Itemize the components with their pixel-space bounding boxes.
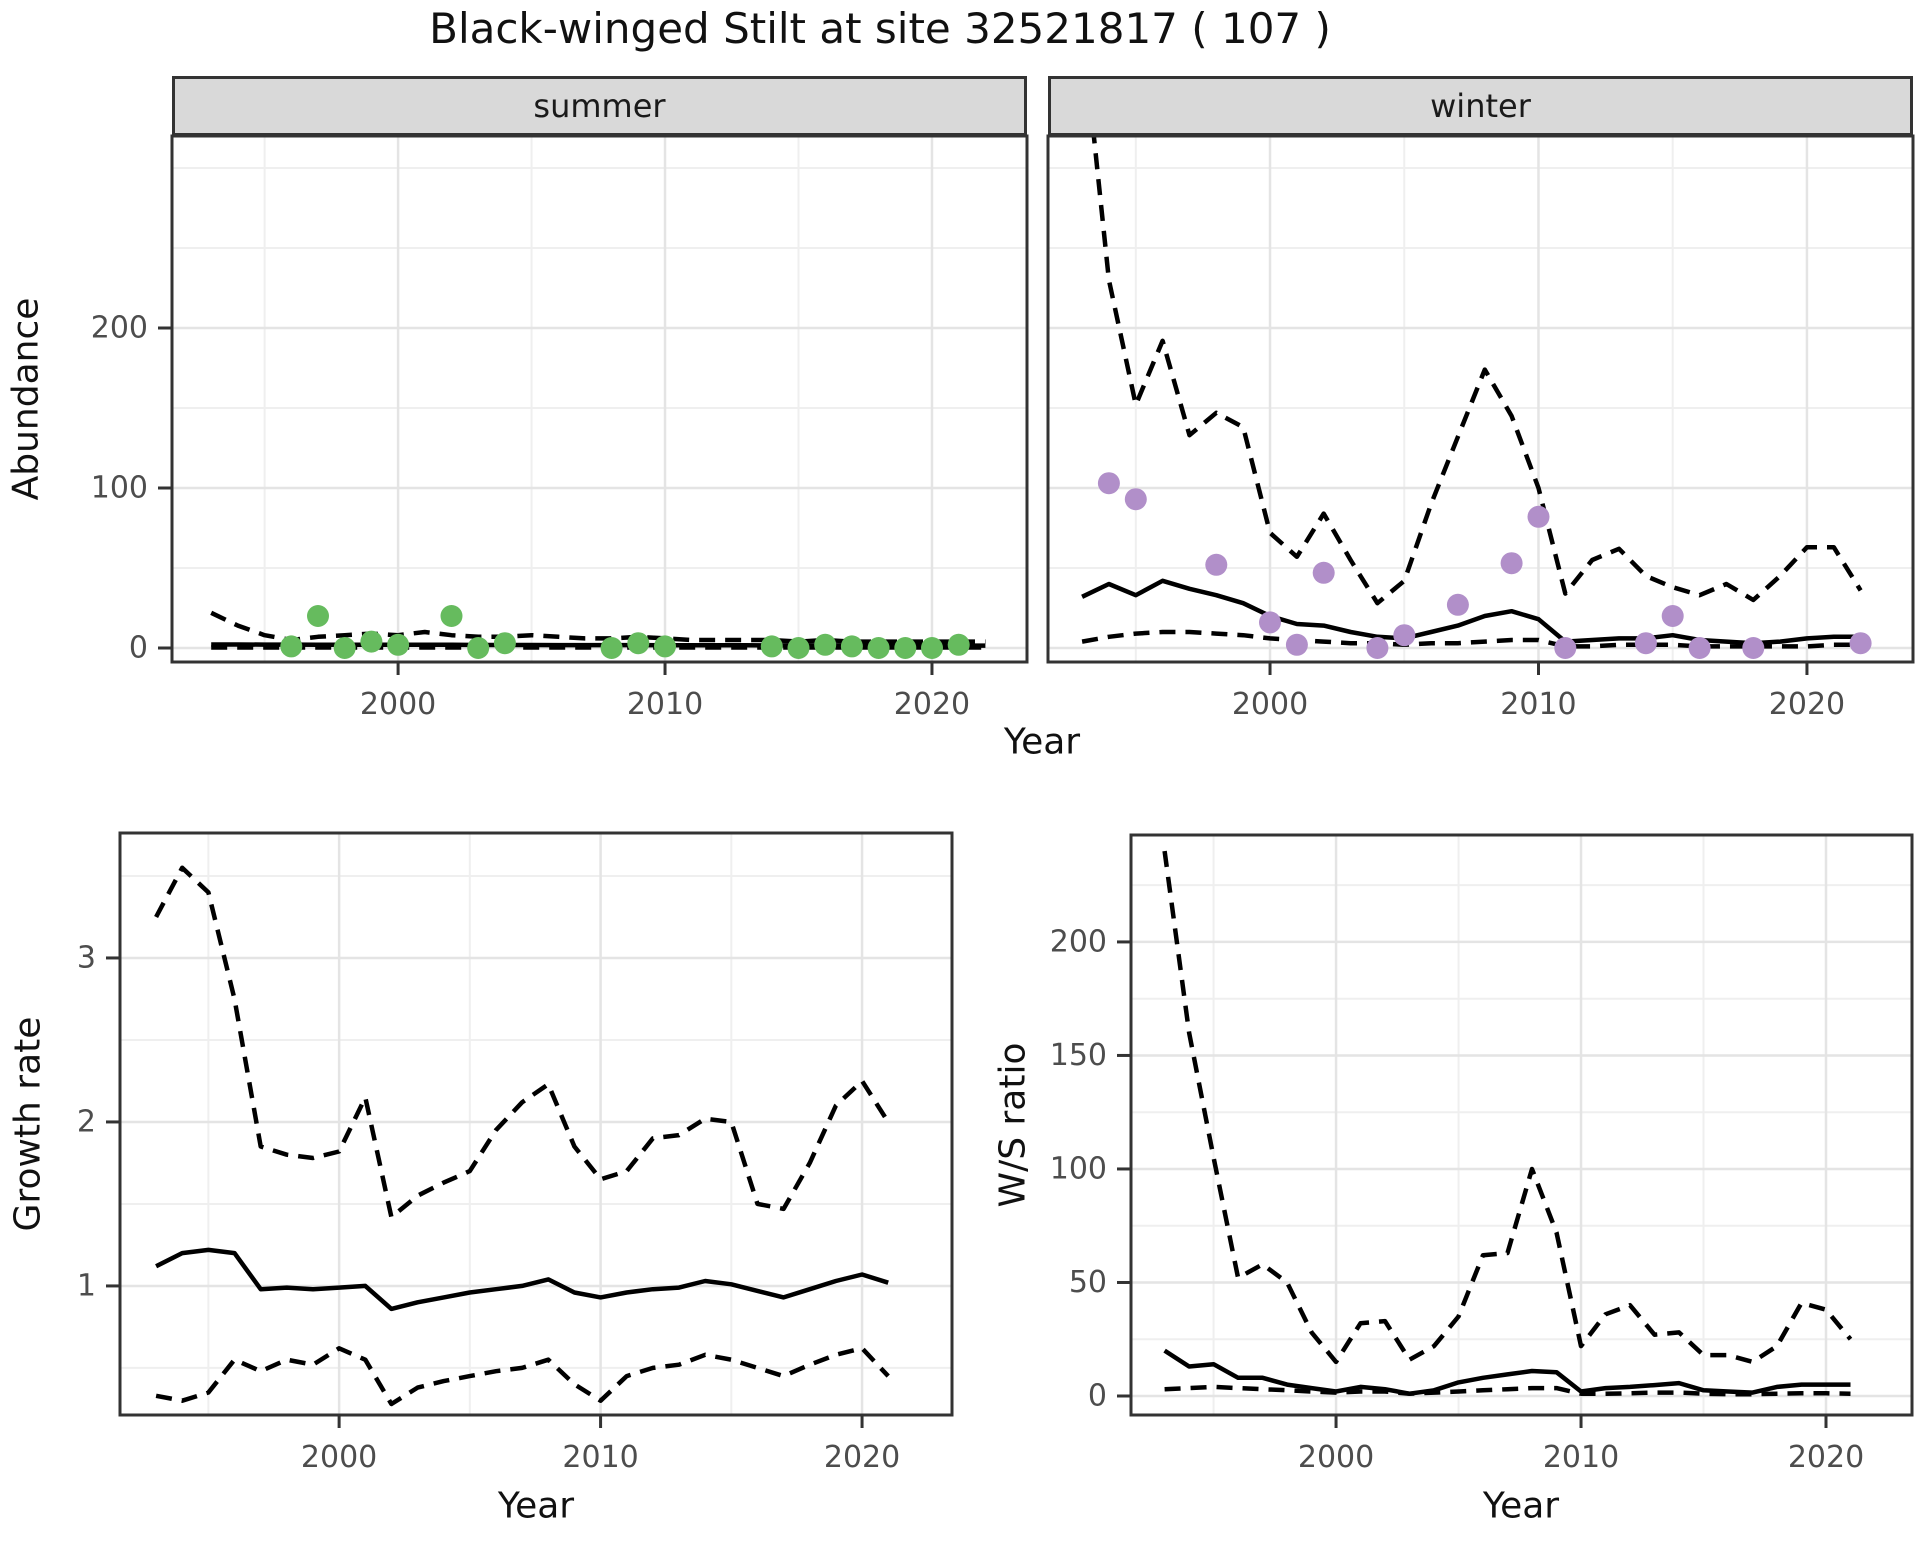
data-point [360, 630, 383, 653]
y-tick-label: 100 [91, 471, 148, 506]
data-point [814, 633, 837, 656]
x-tick-label: 2020 [824, 1440, 900, 1475]
series-ci_lower [1081, 629, 1861, 649]
data-point [1661, 605, 1684, 627]
data-point [1097, 472, 1120, 495]
chart-title: Black-winged Stilt at site 32521817 ( 10… [429, 4, 1331, 53]
x-tick-label: 2000 [1232, 687, 1308, 722]
data-point [840, 635, 863, 658]
y-tick-label: 0 [129, 631, 148, 666]
series-ci_upper [1091, 136, 1863, 606]
data-point [1124, 488, 1147, 511]
data-point [1446, 593, 1469, 616]
data-point [1500, 552, 1523, 575]
y-tick-label: 150 [1050, 1038, 1107, 1073]
y-tick-label: 100 [1050, 1151, 1107, 1186]
data-point [1849, 632, 1872, 655]
facet-strip-summer-label: summer [533, 87, 666, 125]
axis-ws_ratio: 2000 2010 2020 0 50 100 150 200 [1050, 924, 1864, 1475]
data-point [894, 637, 917, 659]
y-tick-label: 50 [1069, 1265, 1107, 1300]
gridlines-abundance_summer [172, 136, 1027, 662]
y-tick-label: 3 [77, 940, 96, 975]
series-trend_median [155, 1247, 889, 1312]
panel-abundance_winter: 2000 2010 2020 [1046, 134, 1915, 722]
series-trend_median [1163, 1348, 1851, 1396]
gridlines-abundance_winter [1048, 136, 1913, 662]
data-point [1634, 632, 1657, 655]
panel-abundance_summer: 2000 2010 2020 0 100 200 [91, 134, 1029, 723]
x-tick-label: 2010 [562, 1440, 638, 1475]
data-point [333, 637, 356, 659]
axis-abundance_summer: 2000 2010 2020 0 100 200 [91, 311, 970, 723]
x-tick-label: 2010 [1543, 1440, 1619, 1475]
axis-abundance_winter: 2000 2010 2020 [1232, 662, 1845, 722]
x-tick-label: 2000 [360, 687, 436, 722]
y-tick-label: 2 [77, 1104, 96, 1139]
data-point [1742, 637, 1765, 659]
data-point [387, 633, 410, 656]
x-tick-label: 2020 [1769, 687, 1845, 722]
data-point [921, 637, 943, 659]
data-point [654, 635, 676, 658]
series-ci_upper [1162, 850, 1853, 1365]
data-point [467, 637, 490, 659]
x-tick-label: 2010 [1500, 687, 1576, 722]
data-point [440, 605, 463, 627]
data-point [787, 637, 810, 659]
data-point [627, 632, 650, 655]
points-observed_counts [280, 605, 970, 659]
x-tick-label: 2010 [627, 687, 703, 722]
data-point [947, 633, 970, 656]
series-ci_lower [1164, 1384, 1851, 1397]
x-axis-title-year-growth: Year [497, 1485, 575, 1527]
x-tick-label: 2000 [1298, 1440, 1374, 1475]
y-tick-label: 200 [91, 311, 148, 346]
y-tick-label: 0 [1088, 1378, 1107, 1413]
x-tick-label: 2020 [1788, 1440, 1864, 1475]
data-point [307, 605, 329, 627]
x-axis-title-year-top: Year [1003, 721, 1081, 763]
points-observed_counts [1097, 472, 1872, 659]
series-ci_upper [154, 865, 891, 1220]
axis-growth_rate: 2000 2010 2020 1 2 3 [77, 940, 900, 1475]
panel-ws_ratio: 2000 2010 2020 0 50 100 150 200 [1050, 833, 1914, 1475]
y-tick-label: 200 [1050, 924, 1107, 959]
data-point [280, 635, 303, 658]
data-point [1205, 553, 1228, 576]
data-point [1366, 637, 1389, 659]
data-point [1527, 505, 1550, 528]
data-point [1312, 561, 1335, 584]
data-point [493, 632, 516, 655]
gridlines-growth_rate [120, 833, 952, 1415]
data-point [867, 637, 890, 659]
panel-growth_rate: 2000 2010 2020 1 2 3 [77, 831, 954, 1475]
data-point [1259, 611, 1281, 634]
x-tick-label: 2020 [894, 687, 970, 722]
x-axis-title-year-ws: Year [1482, 1485, 1560, 1527]
facet-strip-winter-label: winter [1430, 87, 1531, 125]
x-tick-label: 2000 [301, 1440, 377, 1475]
data-point [1554, 637, 1577, 659]
y-tick-label: 1 [77, 1268, 96, 1303]
data-point [760, 635, 783, 658]
data-point [600, 637, 623, 659]
facet-strip-winter: winter [1048, 76, 1913, 136]
facet-strip-summer: summer [172, 76, 1027, 136]
series-ci_lower [155, 1346, 890, 1407]
data-point [1393, 624, 1416, 647]
data-point [1285, 633, 1308, 656]
data-point [1688, 637, 1711, 659]
series-trend_median [1081, 578, 1861, 646]
